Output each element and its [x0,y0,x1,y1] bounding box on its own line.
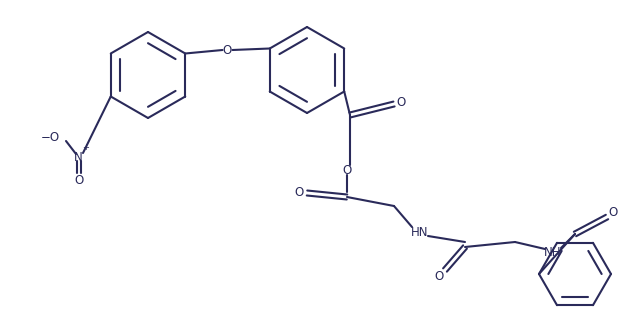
Text: O: O [608,207,618,219]
Text: NH: NH [544,245,562,259]
Text: −O: −O [41,130,60,143]
Text: +: + [82,143,89,152]
Text: O: O [294,186,304,199]
Text: N: N [74,150,82,163]
Text: O: O [434,271,443,284]
Text: O: O [75,174,83,187]
Text: O: O [223,43,232,56]
Text: O: O [342,163,352,177]
Text: O: O [396,96,406,109]
Text: HN: HN [412,225,429,238]
